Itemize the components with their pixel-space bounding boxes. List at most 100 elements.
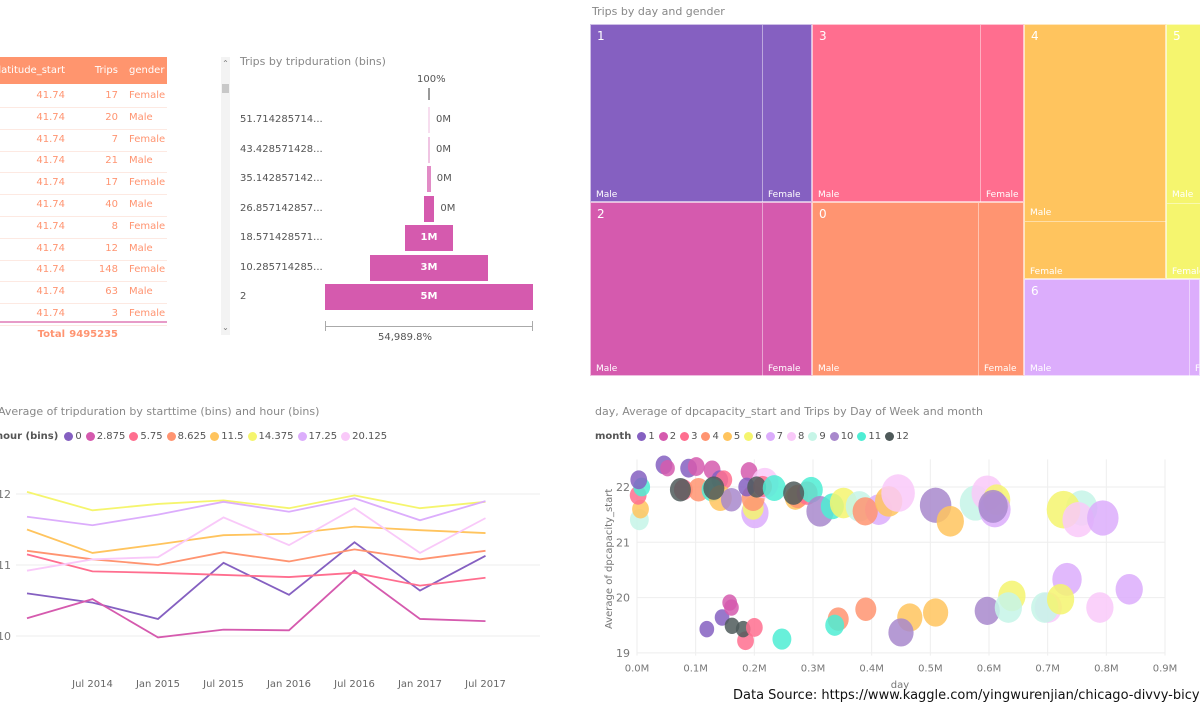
funnel-bar[interactable] xyxy=(427,166,431,192)
bubble-month-12[interactable] xyxy=(669,478,691,502)
treemap-tile-1[interactable]: 1 Male Female xyxy=(590,24,813,203)
legend-item[interactable]: 20.125 xyxy=(341,431,387,442)
bubble-month-1[interactable] xyxy=(630,470,648,490)
treemap-subtile-male[interactable]: Male xyxy=(813,25,980,203)
legend-item[interactable]: 1 xyxy=(637,431,655,442)
table-row[interactable]: 41.74 8 Female xyxy=(0,216,167,239)
treemap-subtile-male[interactable]: Male xyxy=(1025,25,1167,221)
legend-item[interactable]: 2 xyxy=(658,431,676,442)
bubble-month-8[interactable] xyxy=(881,474,915,512)
bubble-month-10[interactable] xyxy=(978,489,1008,523)
legend-item[interactable]: 17.25 xyxy=(297,431,337,442)
treemap-subtile-female[interactable]: Female xyxy=(1167,203,1200,280)
treemap-subtile-male[interactable]: Male xyxy=(813,203,978,377)
legend-item[interactable]: 14.375 xyxy=(247,431,294,442)
series-line-2.875[interactable] xyxy=(26,569,486,639)
treemap-subtile-male[interactable]: Male xyxy=(1167,25,1200,203)
bubble-month-4[interactable] xyxy=(855,597,877,621)
table-scrollbar[interactable]: ⌃ ⌄ xyxy=(221,57,230,335)
column-header-trips[interactable]: Trips xyxy=(94,65,118,76)
bubble-month-11[interactable] xyxy=(762,475,786,502)
chevron-up-icon[interactable]: ⌃ xyxy=(222,59,229,68)
legend-item[interactable]: 12 xyxy=(885,431,909,442)
funnel-bar[interactable] xyxy=(405,225,453,251)
table-row[interactable]: 41.74 20 Male xyxy=(0,107,167,130)
bubble-month-7[interactable] xyxy=(1087,500,1119,536)
bubble-month-11[interactable] xyxy=(799,476,823,503)
funnel-bar[interactable] xyxy=(428,107,430,133)
treemap-subtile-female[interactable]: Female xyxy=(762,25,813,203)
bubble-month-5[interactable] xyxy=(936,505,964,537)
series-line-14.375[interactable] xyxy=(26,491,486,512)
column-header-gender[interactable]: gender xyxy=(129,65,165,76)
bubble-month-3[interactable] xyxy=(745,618,763,637)
table-row[interactable]: 41.74 12 Male xyxy=(0,238,167,261)
table-row[interactable]: 41.74 3 Female xyxy=(0,303,167,326)
chevron-down-icon[interactable]: ⌄ xyxy=(222,323,229,332)
funnel-bar[interactable] xyxy=(428,136,430,163)
bubble-month-12[interactable] xyxy=(747,476,767,498)
legend-item[interactable]: 4 xyxy=(701,431,719,442)
series-line-5.75[interactable] xyxy=(26,553,486,587)
treemap-tile-3[interactable]: 3 Male Female xyxy=(812,24,1025,203)
table-row[interactable]: 41.74 21 Male xyxy=(0,150,167,174)
bubble-month-6[interactable] xyxy=(1046,583,1075,615)
legend-item[interactable]: 6 xyxy=(744,431,762,442)
legend-item[interactable]: 5.75 xyxy=(129,431,163,442)
table-row[interactable]: 41.74 17 Female xyxy=(0,85,167,108)
bubble-month-11[interactable] xyxy=(772,628,792,650)
funnel-bar[interactable] xyxy=(423,195,435,222)
treemap-subtile-male[interactable]: Male xyxy=(591,25,762,203)
legend-item[interactable]: 8 xyxy=(786,431,804,442)
treemap-subtile-female[interactable]: Female xyxy=(980,25,1025,203)
treemap-subtile-male[interactable]: Male xyxy=(1025,280,1189,377)
bubble-month-12[interactable] xyxy=(783,481,805,505)
legend-item[interactable]: 3 xyxy=(680,431,697,442)
legend-item[interactable]: 10 xyxy=(829,431,853,442)
funnel-bar[interactable] xyxy=(325,284,533,310)
treemap-subtile-female[interactable]: Female xyxy=(762,203,813,377)
treemap-tile-2[interactable]: 2 Male Female xyxy=(590,202,813,377)
table-row[interactable]: 41.74 7 Female xyxy=(0,129,167,152)
treemap-subtile-female[interactable]: Female xyxy=(1189,280,1200,377)
legend-item[interactable]: 0 xyxy=(64,431,82,442)
bubble-month-10[interactable] xyxy=(720,487,742,512)
table-row[interactable]: 41.74 40 Male xyxy=(0,194,167,217)
treemap-tile-4[interactable]: 4 Male Female xyxy=(1024,24,1167,280)
funnel-bar[interactable] xyxy=(370,254,488,281)
bubble-month-9[interactable] xyxy=(994,592,1023,623)
bubble-month-2[interactable] xyxy=(724,599,739,616)
bubble-month-12[interactable] xyxy=(703,476,725,500)
treemap-subtile-female[interactable]: Female xyxy=(1025,221,1167,280)
scrollbar-thumb[interactable] xyxy=(222,84,229,93)
bubble-month-11[interactable] xyxy=(825,614,845,636)
series-line-17.25[interactable] xyxy=(26,497,486,527)
bubble-month-8[interactable] xyxy=(1062,501,1094,538)
treemap-subtile-female[interactable]: Female xyxy=(978,203,1025,377)
legend-item[interactable]: 5 xyxy=(722,431,740,442)
treemap-tile-6[interactable]: 6 Male Female xyxy=(1024,279,1200,377)
series-line-20.125[interactable] xyxy=(26,507,486,572)
treemap-tile-0[interactable]: 0 Male Female xyxy=(812,202,1025,377)
bubble-month-10[interactable] xyxy=(888,618,914,647)
bubble-month-8[interactable] xyxy=(1086,592,1114,623)
legend-item[interactable]: 11 xyxy=(857,431,881,442)
column-header-latitude-start[interactable]: latitude_start xyxy=(0,65,65,76)
treemap-tile-5[interactable]: 5 Male Female xyxy=(1166,24,1200,279)
table-row[interactable]: 41.74 63 Male xyxy=(0,281,167,305)
series-line-0[interactable] xyxy=(26,541,486,620)
legend-item[interactable]: 9 xyxy=(808,431,826,442)
bubble-month-7[interactable] xyxy=(1115,574,1143,605)
bubble-month-2[interactable] xyxy=(687,457,705,476)
table-row[interactable]: 41.74 17 Female xyxy=(0,172,167,196)
bubble-month-2[interactable] xyxy=(660,459,675,477)
bubble-month-4[interactable] xyxy=(852,497,878,526)
legend-item[interactable]: 8.625 xyxy=(166,431,206,442)
bubble-month-12[interactable] xyxy=(724,617,740,635)
bubble-month-10[interactable] xyxy=(974,596,1000,625)
legend-item[interactable]: 11.5 xyxy=(210,431,244,442)
series-line-11.5[interactable] xyxy=(26,525,486,554)
bubble-month-5[interactable] xyxy=(923,598,949,627)
series-line-8.625[interactable] xyxy=(26,548,486,566)
treemap-subtile-male[interactable]: Male xyxy=(591,203,762,377)
